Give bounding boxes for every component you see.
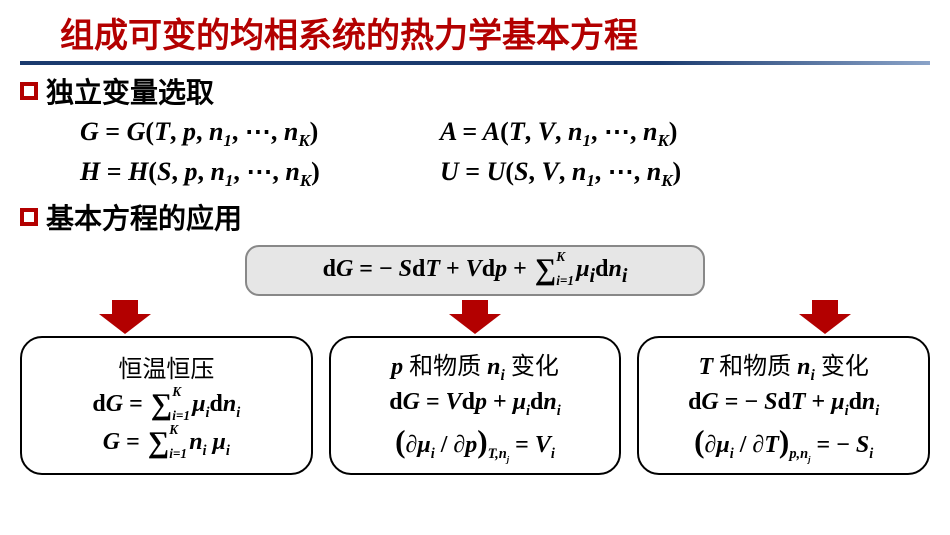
diagram: dG = − SdT + Vdp + ∑Ki=1 μidni 恒温恒压 dG =…: [20, 245, 930, 475]
eq-A: A = A(T, V, n1, ⋯, nK): [440, 117, 820, 151]
box-3-line-1: dG = − SdT + μidni: [651, 389, 916, 420]
box-3-header: T 和物质 ni 变化: [651, 346, 916, 385]
section-1-header: 独立变量选取: [0, 71, 950, 111]
box-3: T 和物质 ni 变化 dG = − SdT + μidni (∂μi / ∂T…: [637, 336, 930, 475]
bullet-icon: [20, 82, 38, 100]
box-2-line-2: (∂μi / ∂p)T,nj = Vi: [343, 424, 608, 464]
box-1-header: 恒温恒压: [34, 349, 299, 384]
section-2-header: 基本方程的应用: [0, 197, 950, 237]
arrow-1: [95, 300, 155, 334]
arrow-row: [95, 300, 855, 334]
arrow-3: [795, 300, 855, 334]
slide-title: 组成可变的均相系统的热力学基本方程: [0, 0, 950, 61]
box-2-line-1: dG = Vdp + μidni: [343, 389, 608, 420]
eq-H: H = H(S, p, n1, ⋯, nK): [80, 157, 440, 191]
eq-G: G = G(T, p, n1, ⋯, nK): [80, 117, 440, 151]
title-underline: [20, 61, 930, 65]
box-2-header: p 和物质 ni 变化: [343, 346, 608, 385]
box-1-line-2: G = ∑Ki=1 ni μi: [34, 426, 299, 460]
section-1-label: 独立变量选取: [46, 71, 214, 111]
box-2: p 和物质 ni 变化 dG = Vdp + μidni (∂μi / ∂p)T…: [329, 336, 622, 475]
box-3-line-2: (∂μi / ∂T)p,nj = − Si: [651, 424, 916, 464]
box-row: 恒温恒压 dG = ∑Ki=1 μidni G = ∑Ki=1 ni μi p …: [20, 336, 930, 475]
eq-U: U = U(S, V, n1, ⋯, nK): [440, 157, 820, 191]
arrow-2: [445, 300, 505, 334]
master-equation-box: dG = − SdT + Vdp + ∑Ki=1 μidni: [245, 245, 705, 296]
bullet-icon: [20, 208, 38, 226]
box-1: 恒温恒压 dG = ∑Ki=1 μidni G = ∑Ki=1 ni μi: [20, 336, 313, 475]
section-2-label: 基本方程的应用: [46, 197, 242, 237]
box-1-line-1: dG = ∑Ki=1 μidni: [34, 388, 299, 422]
eq-row-2: H = H(S, p, n1, ⋯, nK) U = U(S, V, n1, ⋯…: [0, 157, 950, 191]
eq-row-1: G = G(T, p, n1, ⋯, nK) A = A(T, V, n1, ⋯…: [0, 117, 950, 151]
